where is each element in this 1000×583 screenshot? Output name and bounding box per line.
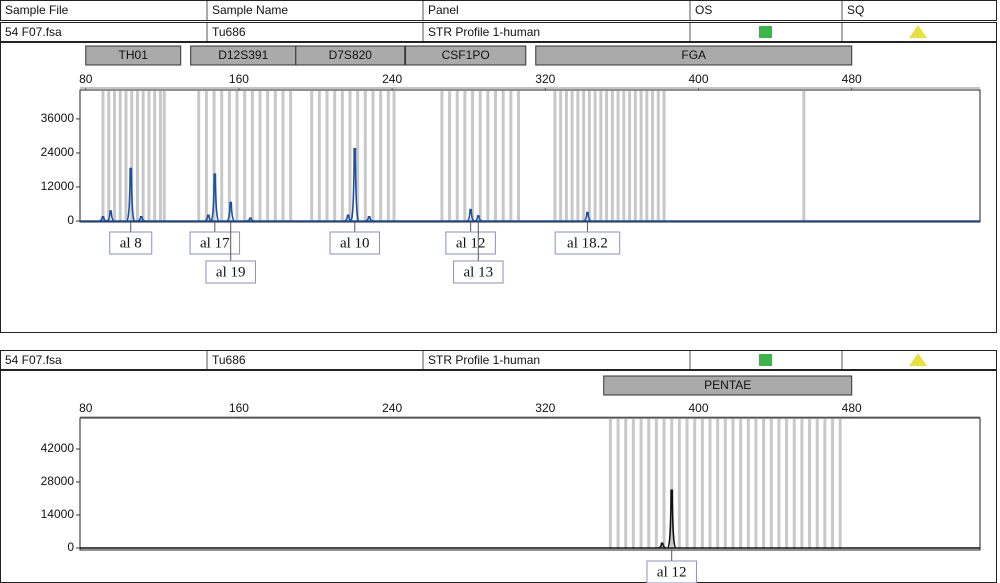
panel-name: STR Profile 1-human — [428, 353, 540, 367]
y-tick-label: 42000 — [41, 441, 75, 455]
allele-box[interactable] — [445, 231, 496, 255]
peak — [349, 147, 360, 222]
x-tick-label: 400 — [688, 401, 708, 415]
allele-box[interactable] — [189, 231, 241, 255]
peak — [106, 210, 115, 222]
y-tick-label: 0 — [67, 213, 74, 227]
allele-label: al 19 — [216, 264, 246, 280]
marker-bar[interactable] — [295, 45, 406, 66]
peak — [365, 215, 374, 222]
allele-box[interactable] — [453, 260, 504, 284]
allele-box[interactable] — [329, 231, 381, 255]
allele-label: al 12 — [657, 564, 687, 580]
x-tick-label: 80 — [79, 401, 93, 415]
peak — [466, 208, 475, 222]
peak — [204, 214, 213, 222]
marker-bar[interactable] — [405, 45, 527, 66]
x-tick-label: 480 — [842, 72, 862, 86]
allele-box[interactable] — [646, 560, 697, 583]
column-header[interactable]: Sample File — [5, 3, 69, 17]
peak — [343, 214, 353, 222]
marker-label: D7S820 — [329, 48, 373, 62]
allele-box[interactable] — [109, 231, 153, 255]
header-row — [0, 0, 997, 21]
allele-box[interactable] — [554, 231, 621, 255]
x-tick-label: 240 — [382, 72, 402, 86]
panel-name: STR Profile 1-human — [428, 25, 540, 39]
x-tick-label: 80 — [79, 72, 93, 86]
y-tick-label: 12000 — [41, 179, 75, 193]
column-dividers — [206, 1, 843, 20]
marker-label: CSF1PO — [442, 48, 490, 62]
y-tick-label: 36000 — [41, 111, 75, 125]
marker-label: D12S391 — [218, 48, 268, 62]
sample-file: 54 F07.fsa — [5, 25, 62, 39]
allele-label: al 10 — [340, 235, 370, 251]
marker-bar[interactable] — [603, 375, 853, 396]
sample-name: Tu686 — [212, 353, 246, 367]
allele-label: al 8 — [120, 235, 142, 251]
marker-label: TH01 — [119, 48, 149, 62]
allele-label: al 18.2 — [567, 235, 608, 251]
peak — [583, 211, 592, 222]
sample-name: Tu686 — [212, 25, 246, 39]
peak — [125, 167, 136, 222]
sample-row[interactable] — [0, 350, 997, 370]
allele-box[interactable] — [205, 260, 256, 284]
x-tick-label: 160 — [229, 72, 249, 86]
x-tick-label: 240 — [382, 401, 402, 415]
os-flag — [759, 26, 772, 38]
peak — [658, 542, 667, 549]
column-header[interactable]: OS — [695, 3, 712, 17]
x-tick-label: 480 — [842, 401, 862, 415]
column-header[interactable]: Sample Name — [212, 3, 288, 17]
peak — [474, 215, 483, 222]
allele-label: al 17 — [200, 235, 230, 251]
allele-label: al 13 — [464, 264, 494, 280]
os-flag — [759, 354, 772, 366]
marker-label: PENTAE — [704, 378, 751, 392]
sample-row[interactable] — [0, 22, 997, 42]
column-header[interactable]: SQ — [847, 3, 864, 17]
peak — [98, 215, 108, 222]
column-header[interactable]: Panel — [428, 3, 459, 17]
allele-label: al 12 — [456, 235, 486, 251]
sample-file: 54 F07.fsa — [5, 353, 62, 367]
peak — [666, 489, 677, 549]
plot-frame — [0, 42, 997, 333]
marker-bar[interactable] — [535, 45, 853, 66]
marker-bar[interactable] — [85, 45, 182, 66]
peak — [210, 173, 220, 222]
y-tick-label: 28000 — [41, 474, 75, 488]
peak — [246, 217, 255, 222]
plot-area — [79, 417, 981, 551]
peak — [226, 201, 235, 222]
x-tick-label: 320 — [535, 72, 555, 86]
sq-flag — [909, 25, 927, 38]
peak — [137, 215, 146, 222]
x-tick-label: 320 — [535, 401, 555, 415]
x-tick-label: 400 — [688, 72, 708, 86]
y-tick-label: 14000 — [41, 507, 75, 521]
y-tick-label: 0 — [67, 540, 74, 554]
y-tick-label: 24000 — [41, 145, 75, 159]
marker-label: FGA — [681, 48, 706, 62]
x-tick-label: 160 — [229, 401, 249, 415]
sq-flag — [909, 353, 927, 366]
